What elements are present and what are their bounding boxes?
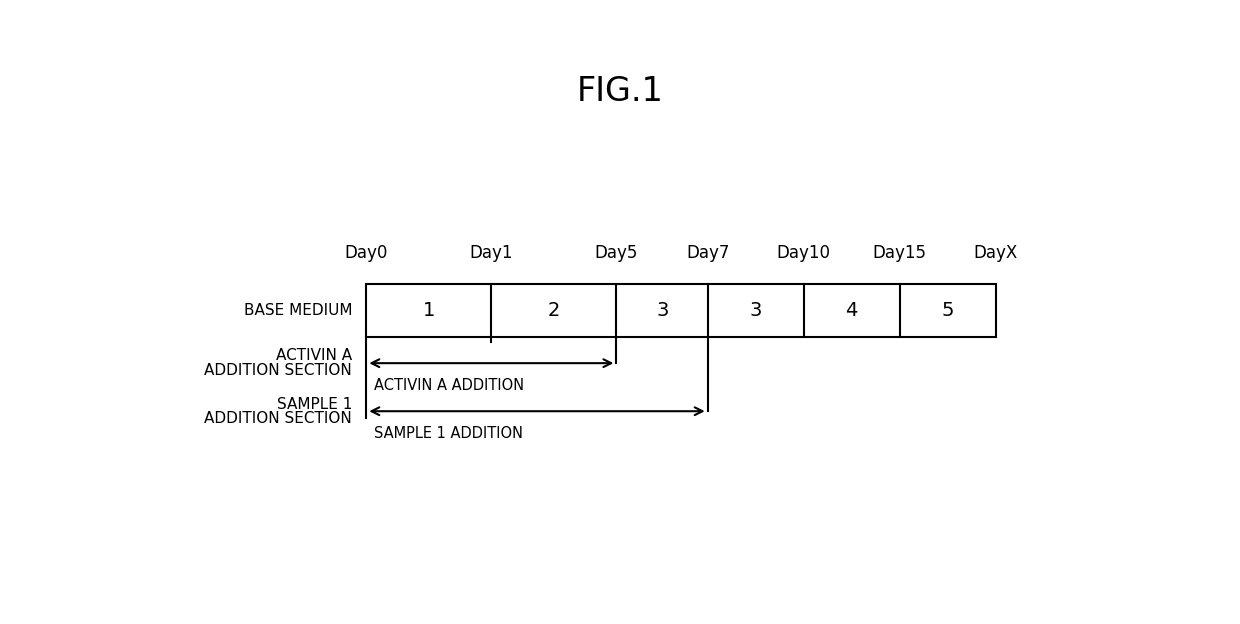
Text: 3: 3 [749, 301, 761, 320]
Text: ADDITION SECTION: ADDITION SECTION [205, 411, 352, 426]
Text: SAMPLE 1 ADDITION: SAMPLE 1 ADDITION [374, 426, 523, 441]
Bar [367, 284, 996, 337]
Text: Day15: Day15 [873, 244, 926, 262]
Text: Day7: Day7 [686, 244, 729, 262]
Text: Day0: Day0 [345, 244, 388, 262]
Text: ADDITION SECTION: ADDITION SECTION [205, 363, 352, 378]
Text: 5: 5 [941, 301, 954, 320]
Text: Day10: Day10 [776, 244, 831, 262]
Text: FIG.1: FIG.1 [577, 75, 663, 108]
Text: ACTIVIN A: ACTIVIN A [275, 348, 352, 363]
Text: 4: 4 [846, 301, 858, 320]
Text: ACTIVIN A ADDITION: ACTIVIN A ADDITION [374, 378, 525, 392]
Text: BASE MEDIUM: BASE MEDIUM [243, 303, 352, 318]
Text: DayX: DayX [973, 244, 1018, 262]
Text: Day5: Day5 [595, 244, 637, 262]
Text: 2: 2 [548, 301, 560, 320]
Text: 3: 3 [656, 301, 668, 320]
Text: 1: 1 [423, 301, 435, 320]
Text: Day1: Day1 [470, 244, 513, 262]
Text: SAMPLE 1: SAMPLE 1 [277, 396, 352, 411]
